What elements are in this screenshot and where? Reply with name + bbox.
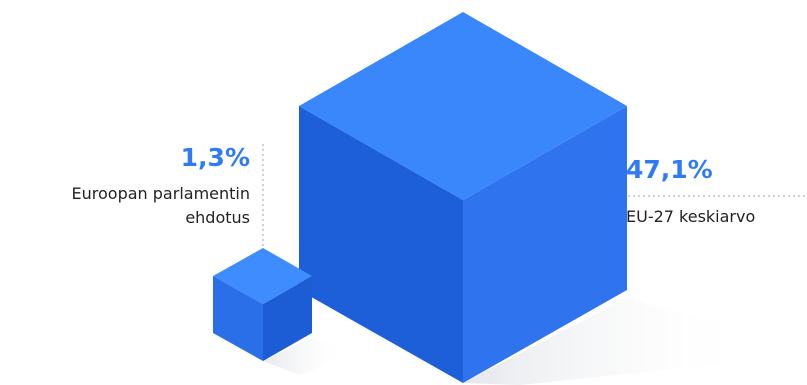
- large-value: 47,1%: [626, 155, 713, 184]
- small-label-line1: Euroopan parlamentin: [71, 184, 250, 203]
- large-cube: [299, 12, 627, 383]
- small-cube-shadow: [263, 337, 350, 375]
- large-cube-shadow: [463, 298, 760, 385]
- large-label: EU-27 keskiarvo: [626, 207, 756, 226]
- small-cube: [213, 248, 312, 361]
- large-cube-right-face: [463, 106, 627, 383]
- small-value: 1,3%: [180, 143, 250, 172]
- small-label-line2: ehdotus: [185, 208, 250, 227]
- large-cube-left-face: [299, 106, 463, 383]
- small-cube-top-face: [213, 248, 312, 304]
- small-label: Euroopan parlamentin ehdotus: [0, 182, 250, 230]
- large-cube-top-face: [299, 12, 627, 200]
- small-cube-left-face: [213, 276, 263, 361]
- small-cube-right-face: [263, 276, 312, 361]
